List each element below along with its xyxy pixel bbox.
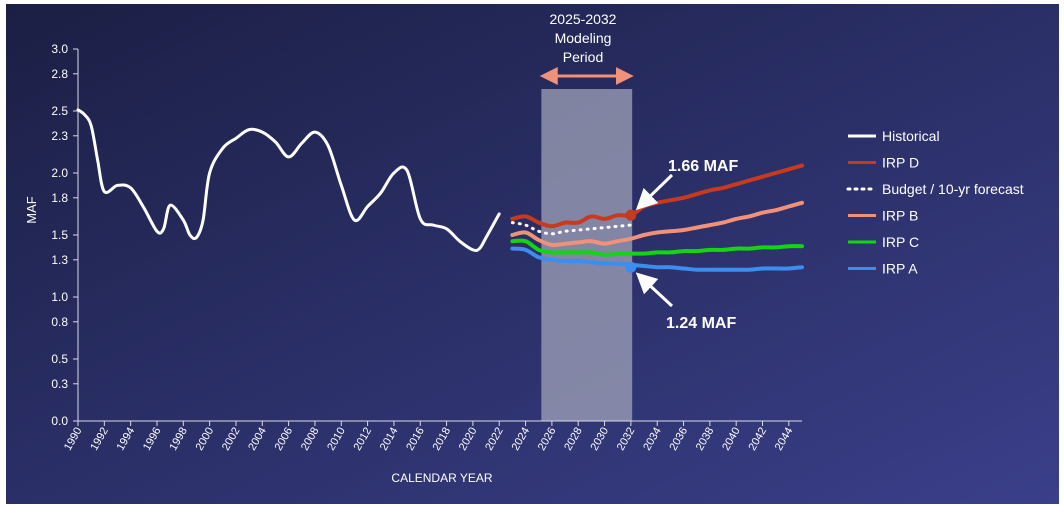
- legend-label-historical: Historical: [882, 128, 940, 144]
- y-tick-label: 1.3: [51, 253, 68, 267]
- y-tick-label: 0.5: [51, 352, 68, 366]
- legend-label-irp-b: IRP B: [882, 208, 918, 224]
- callout-arrow-1: [635, 173, 674, 211]
- legend-label-budget-10-yr-forecast: Budget / 10-yr forecast: [882, 181, 1024, 197]
- y-tick-label: 3.0: [51, 42, 68, 56]
- y-tick-label: 1.8: [51, 191, 68, 205]
- y-tick-label: 2.3: [51, 129, 68, 143]
- modeling-period-label-line1: 2025-2032: [550, 11, 617, 27]
- annotation-label-2: 1.24 MAF: [666, 315, 736, 332]
- modeling-period-label-line3: Period: [563, 49, 603, 65]
- chart: 0.0 0.3 0.5 0.8 1.0 1.3 1.5 1.8 2.0 2.3 2.5 2.8 3.0 1…: [6, 4, 1059, 504]
- y-tick-label: 0.0: [51, 414, 68, 428]
- y-tick-label: 0.8: [51, 315, 68, 329]
- y-tick-label: 1.0: [51, 290, 68, 304]
- legend-label-irp-a: IRP A: [882, 261, 918, 277]
- series-line-historical: [76, 108, 501, 253]
- y-tick-label: 2.8: [51, 67, 68, 81]
- modeling-period-label-line2: Modeling: [555, 30, 612, 46]
- series-line-irp-a: [510, 246, 804, 272]
- annotation-label-1: 1.66 MAF: [668, 158, 738, 175]
- y-tick-label: 0.3: [51, 377, 68, 391]
- series-line-irp-c: [510, 238, 804, 257]
- value-marker-2: [625, 261, 637, 273]
- value-marker-1: [625, 209, 637, 221]
- y-tick-label: 2.0: [51, 166, 68, 180]
- legend-label-irp-d: IRP D: [882, 155, 919, 171]
- y-tick-label: 2.5: [51, 104, 68, 118]
- x-axis-label: CALENDAR YEAR: [391, 471, 492, 485]
- y-axis-label: MAF: [24, 196, 39, 224]
- modeling-period-label: 2025-2032 Modeling Period: [550, 11, 617, 65]
- series-line-irp-b: [510, 200, 804, 248]
- series-line-budget-10-yr-forecast: [510, 221, 633, 236]
- callout-arrow-2: [635, 272, 674, 308]
- legend-label-irp-c: IRP C: [882, 234, 919, 250]
- y-tick-label: 1.5: [51, 228, 68, 242]
